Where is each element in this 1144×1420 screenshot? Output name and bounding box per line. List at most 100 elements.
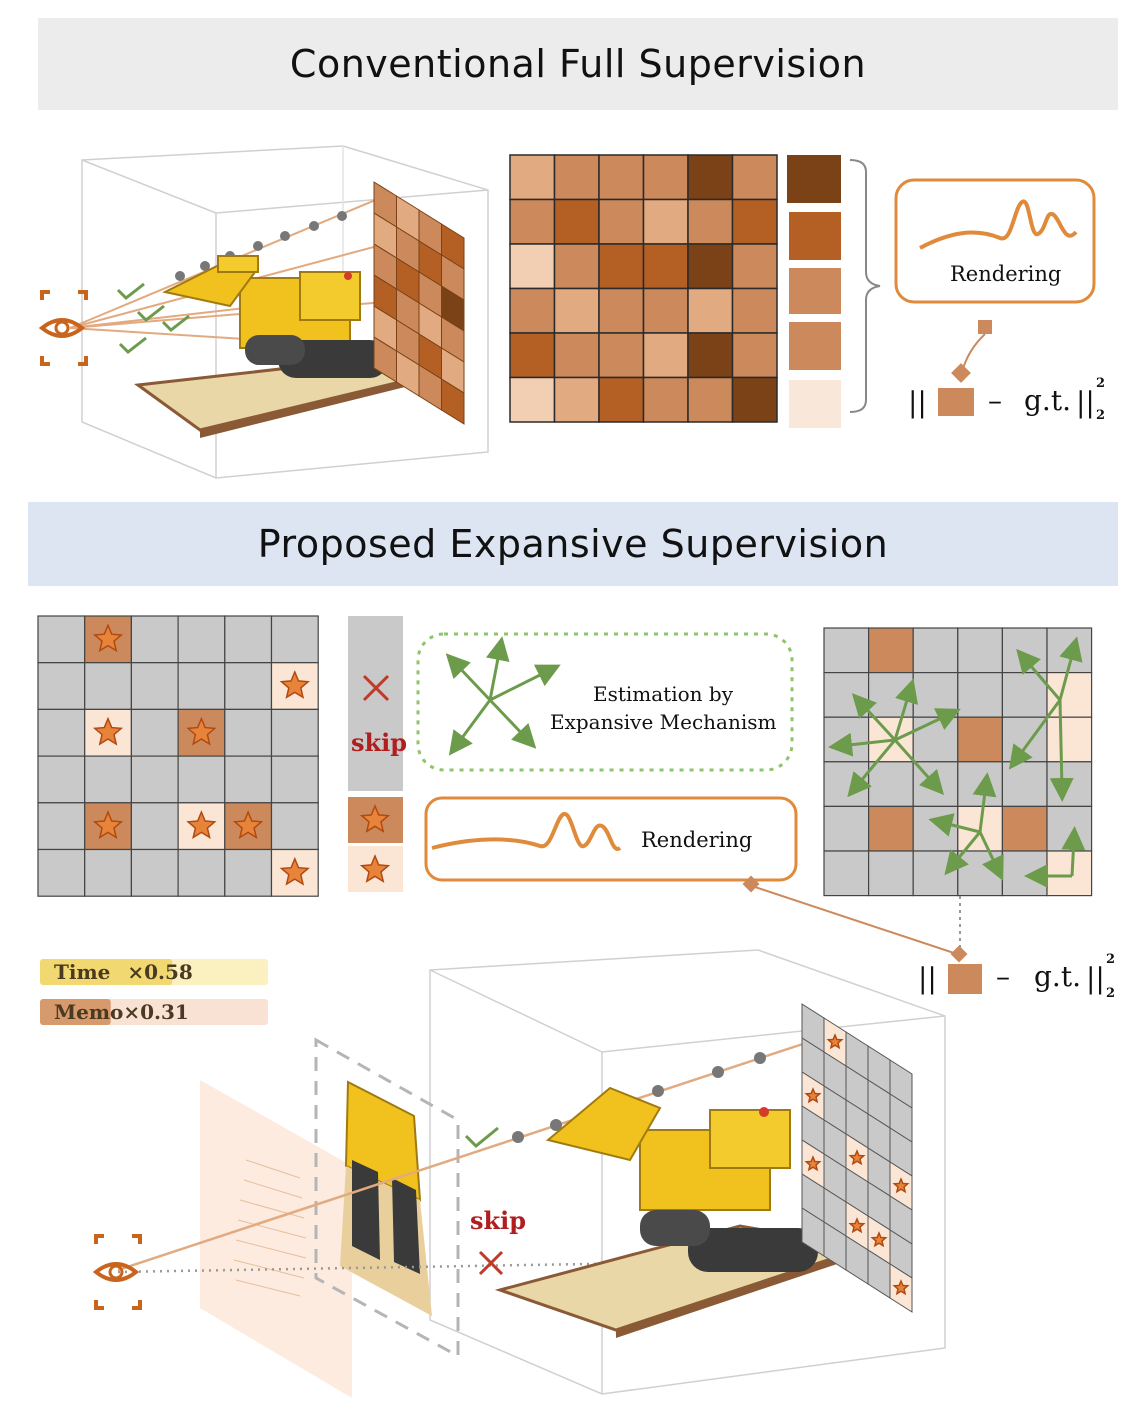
- grid-cell: [642, 332, 689, 379]
- expansive-cell: [957, 627, 1003, 674]
- grid-cell: [553, 332, 600, 379]
- expansive-cell: [823, 761, 870, 807]
- expansive-cell: [867, 761, 914, 807]
- expansive-cell: [957, 761, 1003, 807]
- grid-cell: [598, 332, 645, 379]
- sparse-cell: [224, 615, 273, 664]
- bulldozer-model-top: [133, 255, 426, 438]
- memo-label: Memo×0.31: [54, 1000, 189, 1024]
- memo-label-text: Memo: [54, 1000, 124, 1024]
- bulldozer-front-view: [340, 1080, 432, 1316]
- grid-cell: [731, 332, 778, 379]
- header-proposed-expansive-supervision: Proposed Expansive Supervision: [28, 502, 1118, 586]
- expansive-cell: [1001, 627, 1048, 674]
- sparse-cell: [270, 802, 319, 851]
- expansive-cell: [912, 671, 959, 718]
- sparse-cell: [37, 848, 86, 897]
- grid-cell: [553, 243, 600, 290]
- star-icon: [92, 623, 124, 653]
- top-pixel-column: [787, 155, 841, 428]
- grid-cell: [509, 243, 556, 290]
- expansive-cell: [957, 716, 1003, 763]
- grid-cell: [687, 332, 734, 379]
- expansive-cell: [1001, 805, 1048, 852]
- skip-label-scene: skip: [470, 1206, 527, 1235]
- estimation-label-line2: Expansive Mechanism: [550, 710, 777, 734]
- loss-connector-bottom: [742, 875, 982, 994]
- expansive-cell: [912, 850, 959, 897]
- expansive-cell: [912, 627, 959, 674]
- sparse-cell: [177, 615, 226, 664]
- expansive-cell: [1001, 716, 1048, 763]
- loss-sub-top: 2: [1096, 408, 1106, 423]
- sparse-cell: [84, 662, 132, 711]
- star-icon: [359, 854, 391, 883]
- grid-cell: [731, 198, 778, 245]
- star-icon: [848, 1217, 866, 1234]
- star-icon: [848, 1149, 866, 1166]
- grid-cell: [687, 198, 734, 245]
- sparse-cell: [37, 708, 86, 757]
- expansive-grid-right: [823, 627, 1093, 897]
- sparse-cell: [37, 802, 86, 851]
- check-icons-top: [116, 282, 190, 354]
- loss-bars-top: ||: [908, 386, 927, 419]
- brace-top: [849, 159, 881, 413]
- loss-norm-top: ||: [1076, 386, 1095, 419]
- camera-eye-icon-bottom: [92, 1234, 142, 1310]
- expansive-cell: [1001, 850, 1048, 897]
- sparse-cell: [37, 662, 86, 711]
- skip-column: [348, 616, 403, 892]
- sparse-cell: [37, 755, 86, 804]
- grid-cell: [598, 376, 645, 423]
- sparse-cell: [177, 755, 226, 804]
- time-label: Time ×0.58: [54, 960, 193, 984]
- sparse-cell: [37, 615, 86, 664]
- expansive-cell: [823, 716, 870, 763]
- loss-bars-bottom: ||: [918, 962, 937, 995]
- expansive-cell: [1001, 761, 1048, 807]
- grid-cell: [642, 198, 689, 245]
- top-sample-points: [175, 211, 347, 281]
- expansion-arrows-icon: [445, 636, 561, 756]
- loss-sup-bottom: 2: [1106, 952, 1116, 967]
- sparse-cell: [224, 755, 273, 804]
- grid-cell: [642, 243, 689, 290]
- grid-cell: [598, 287, 645, 334]
- grid-cell: [642, 154, 689, 201]
- grid-cell: [687, 154, 734, 201]
- loss-norm-bottom: ||: [1086, 962, 1105, 995]
- rendering-curve-top: [919, 199, 1078, 250]
- grid-cell: [598, 243, 645, 290]
- expansive-cell: [912, 805, 959, 852]
- faded-projection-pattern: [233, 1159, 307, 1297]
- expansive-cell: [1046, 716, 1093, 763]
- grid-cell: [598, 154, 645, 201]
- grid-cell: [509, 154, 556, 201]
- cross-icon-bottom: [478, 1250, 504, 1276]
- estimation-label-line1: Estimation by: [593, 682, 733, 706]
- sparse-cell: [224, 662, 273, 711]
- ray-skipped: [117, 1258, 821, 1274]
- expansive-cell: [823, 805, 870, 852]
- check-icon-bottom: [464, 1126, 499, 1149]
- grid-cell: [687, 243, 734, 290]
- skip-column-stars: [359, 804, 391, 883]
- grid-cell: [509, 198, 556, 245]
- loss-sup-top: 2: [1096, 376, 1106, 391]
- top-pixel-grid: [509, 154, 778, 423]
- bottom-image-plane: [801, 1003, 913, 1313]
- expansive-cell: [957, 671, 1003, 718]
- expansive-grid-arrows: [828, 636, 1086, 888]
- star-icon: [892, 1177, 910, 1194]
- sparse-cell: [130, 708, 179, 757]
- star-icon: [359, 804, 391, 833]
- expansive-cell: [867, 671, 914, 718]
- star-icon: [279, 856, 310, 886]
- star-icon: [870, 1231, 888, 1248]
- expansive-cell: [823, 671, 870, 718]
- sparse-cell: [130, 848, 179, 897]
- loss-connector-top: [938, 320, 992, 416]
- grid-cell: [509, 376, 556, 423]
